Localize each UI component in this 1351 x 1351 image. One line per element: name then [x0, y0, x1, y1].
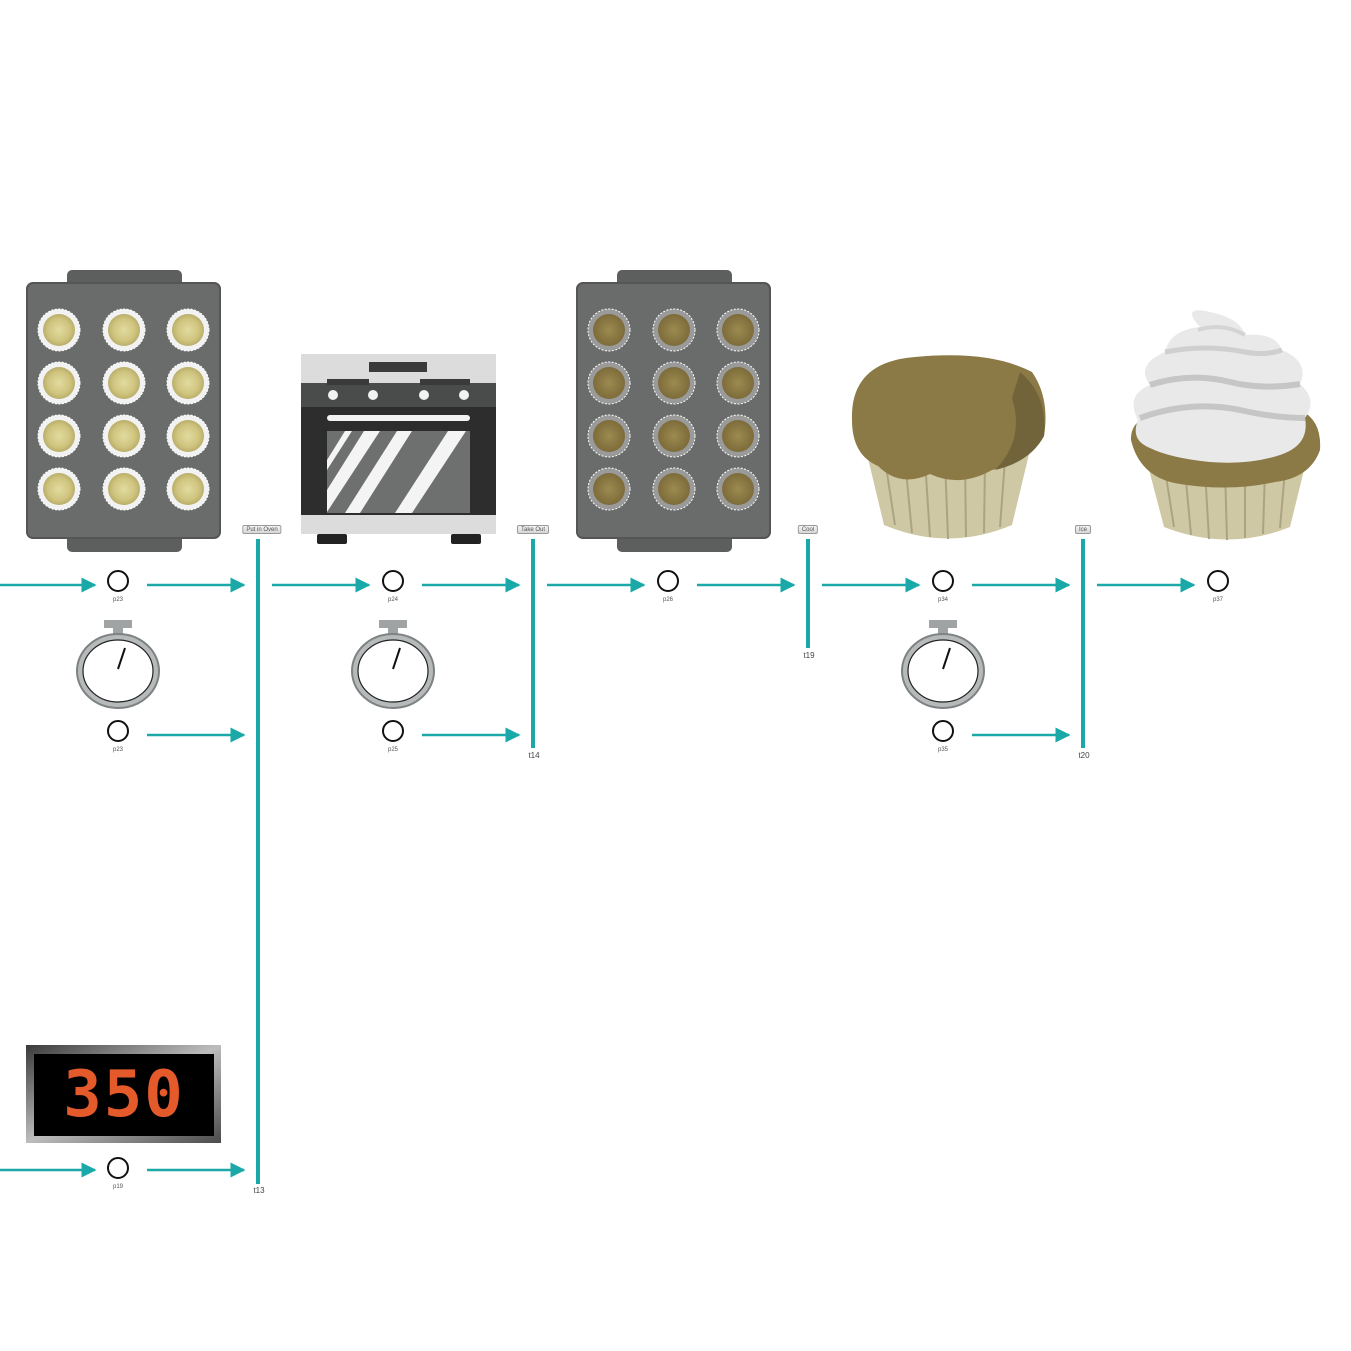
place-p25[interactable]: [382, 720, 404, 742]
raw-cupcake-well: [102, 467, 146, 511]
baked-cupcake-well: [652, 361, 696, 405]
raw-cupcake-well: [37, 467, 81, 511]
transition-label-t20: t20: [1078, 751, 1090, 760]
raw-cupcake-well: [102, 308, 146, 352]
place-label: p34: [937, 597, 949, 603]
arcs: [0, 577, 1196, 1178]
transition-label-t19: t19: [803, 651, 815, 660]
baked-cupcake-well: [716, 467, 760, 511]
muffin-pan-baked-icon: [576, 270, 771, 552]
place-p23-timer[interactable]: [107, 720, 129, 742]
place-p34[interactable]: [932, 570, 954, 592]
transition-bars: [256, 539, 1085, 1184]
baked-cupcake-well: [587, 467, 631, 511]
place-label: p19: [112, 1184, 124, 1190]
temperature-display-icon: [26, 1045, 221, 1143]
place-label: p26: [662, 597, 674, 603]
baked-cupcake-well: [716, 414, 760, 458]
baked-cupcake-well: [587, 361, 631, 405]
cupcake-icon: [851, 355, 1046, 540]
take-out-button[interactable]: Take Out: [516, 525, 550, 534]
raw-cupcake-well: [166, 414, 210, 458]
stopwatch-icon: [351, 620, 435, 709]
raw-cupcake-well: [37, 361, 81, 405]
stopwatch-icon: [76, 620, 160, 709]
put-in-oven-button[interactable]: Put in Oven: [242, 525, 282, 534]
place-label: p24: [387, 597, 399, 603]
place-label: p25: [387, 747, 399, 753]
place-p24[interactable]: [382, 570, 404, 592]
frosted-cupcake-icon: [1130, 310, 1321, 541]
baked-cupcake-well: [716, 308, 760, 352]
transition-label-t14: t14: [528, 751, 540, 760]
transition-label-t13: t13: [253, 1186, 265, 1195]
raw-cupcake-well: [102, 361, 146, 405]
muffin-pan-raw-icon: [26, 270, 221, 552]
place-label: p23: [112, 747, 124, 753]
place-label: p35: [937, 747, 949, 753]
raw-cupcake-well: [166, 308, 210, 352]
raw-cupcake-well: [37, 308, 81, 352]
ice-button[interactable]: Ice: [1074, 525, 1092, 534]
place-p23[interactable]: [107, 570, 129, 592]
raw-cupcake-well: [37, 414, 81, 458]
place-p26[interactable]: [657, 570, 679, 592]
temperature-value: 350: [63, 1058, 185, 1132]
raw-cupcake-well: [102, 414, 146, 458]
place-p35[interactable]: [932, 720, 954, 742]
oven-icon: [301, 354, 496, 544]
place-label: p23: [112, 597, 124, 603]
stopwatch-icon: [901, 620, 985, 709]
baked-cupcake-well: [652, 414, 696, 458]
cool-button[interactable]: Cool: [797, 525, 819, 534]
raw-cupcake-well: [166, 467, 210, 511]
baked-cupcake-well: [652, 308, 696, 352]
baked-cupcake-well: [587, 308, 631, 352]
raw-cupcake-well: [166, 361, 210, 405]
place-label: p37: [1212, 597, 1224, 603]
baked-cupcake-well: [587, 414, 631, 458]
baked-cupcake-well: [652, 467, 696, 511]
baked-cupcake-well: [716, 361, 760, 405]
place-p37[interactable]: [1207, 570, 1229, 592]
place-p19[interactable]: [107, 1157, 129, 1179]
